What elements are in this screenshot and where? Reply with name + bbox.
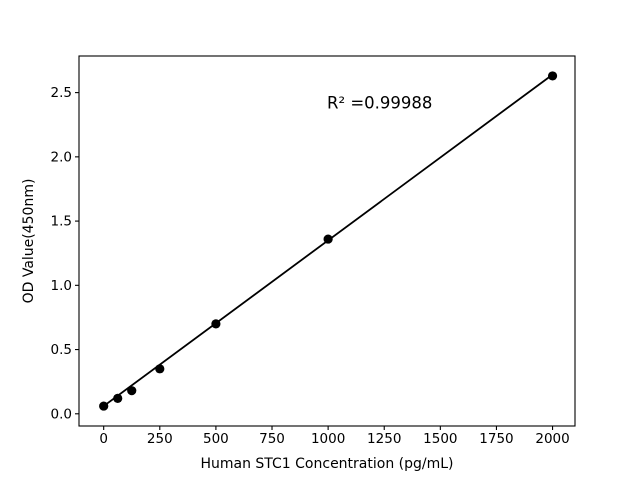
x-tick-label: 1750 [479,431,513,447]
x-tick-label: 0 [99,431,108,447]
x-tick-label: 750 [259,431,285,447]
data-point [323,234,333,244]
y-tick-label: 1.5 [51,214,72,230]
x-axis-label: Human STC1 Concentration (pg/mL) [200,456,453,472]
y-axis-label: OD Value(450nm) [21,179,37,304]
y-tick-label: 0.5 [51,342,72,358]
x-tick-label: 1250 [367,431,401,447]
x-tick-label: 500 [203,431,229,447]
data-point [127,386,137,396]
data-point [155,364,165,374]
data-point [547,71,558,81]
plot-frame [78,55,576,427]
x-tick-label: 1000 [311,431,345,447]
x-tick-label: 1500 [423,431,457,447]
data-point [99,401,109,411]
x-tick-label: 2000 [535,431,569,447]
data-point [113,393,123,403]
y-tick-label: 2.5 [51,85,72,101]
x-tick-label: 250 [147,431,173,447]
data-point [211,319,221,329]
r-squared-annotation: R² =0.99988 [327,93,432,112]
y-tick-label: 1.0 [51,278,72,294]
y-tick-label: 2.0 [51,149,72,165]
y-tick-label: 0.0 [51,406,72,422]
